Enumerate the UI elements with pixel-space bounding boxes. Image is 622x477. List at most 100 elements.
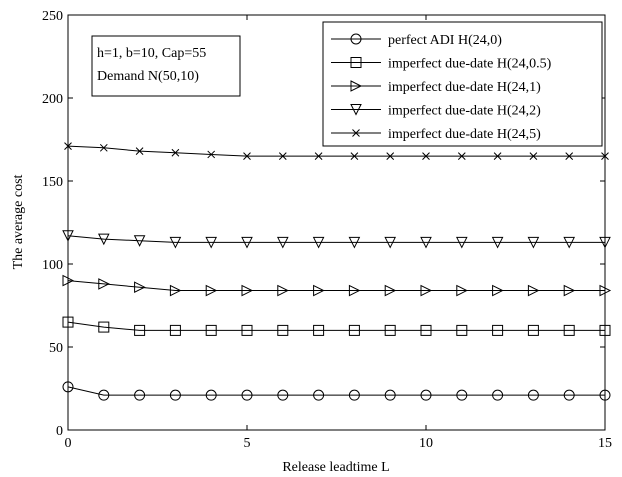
y-tick-label: 0 (56, 424, 63, 439)
data-point (97, 233, 110, 246)
data-point (62, 274, 75, 287)
data-point (350, 152, 359, 160)
data-point (492, 324, 504, 336)
legend-entry: perfect ADI H(24,0) (331, 33, 502, 48)
data-point (527, 389, 539, 401)
data-point (348, 236, 361, 249)
data-point (62, 230, 74, 242)
data-point (420, 236, 432, 249)
data-point (527, 236, 540, 249)
data-point (241, 389, 253, 401)
data-point (386, 152, 395, 160)
data-point (492, 284, 504, 297)
data-point (527, 284, 540, 297)
y-tick-label: 150 (42, 175, 63, 190)
legend-entry: imperfect due-date H(24,1) (331, 80, 541, 95)
data-point (563, 324, 575, 336)
data-point (169, 389, 181, 401)
legend-marker (350, 57, 362, 68)
legend-marker (350, 80, 363, 92)
data-point (312, 236, 325, 249)
data-point (491, 236, 504, 249)
data-point (348, 389, 360, 401)
x-tick-label: 0 (65, 436, 72, 451)
series-4 (62, 230, 611, 249)
x-tick-label: 15 (598, 436, 612, 451)
data-point (205, 236, 218, 249)
data-point (169, 236, 182, 249)
data-point (384, 236, 397, 249)
y-axis-label: The average cost (11, 174, 26, 269)
data-point (62, 381, 74, 393)
legend-entry: imperfect due-date H(24,0.5) (331, 57, 552, 72)
y-tick-label: 250 (42, 9, 63, 24)
data-point (241, 236, 253, 249)
legend-entry: imperfect due-date H(24,5) (331, 127, 541, 142)
data-point (527, 324, 539, 336)
data-point (134, 281, 146, 294)
series-3 (62, 274, 612, 297)
annotation-box: h=1, b=10, Cap=55 Demand N(50,10) (91, 35, 241, 97)
data-point (456, 284, 468, 297)
legend-marker (352, 129, 360, 137)
data-point (64, 142, 72, 150)
data-point (241, 324, 253, 336)
data-point (99, 143, 108, 152)
data-point (207, 150, 216, 159)
x-axis-label: Release leadtime L (282, 460, 389, 475)
data-point (313, 389, 325, 401)
data-point (384, 389, 396, 401)
data-point (276, 236, 289, 249)
data-point (384, 284, 397, 297)
data-point (98, 278, 110, 290)
data-point (205, 284, 218, 297)
data-point (456, 324, 468, 336)
data-point (277, 389, 289, 401)
data-point (420, 389, 432, 401)
data-point (277, 284, 289, 297)
data-point (243, 152, 251, 160)
data-point (455, 236, 468, 249)
data-point (420, 284, 433, 297)
x-tick-label: 5 (244, 436, 251, 451)
data-point (563, 389, 575, 401)
data-point (314, 152, 323, 160)
data-point (241, 284, 254, 297)
data-point (493, 152, 502, 160)
data-point (348, 324, 360, 336)
legend-marker (350, 33, 362, 45)
data-point (529, 152, 538, 160)
data-point (599, 236, 611, 249)
data-point (205, 324, 217, 336)
legend-label: perfect ADI H(24,0) (388, 33, 502, 48)
data-point (565, 152, 574, 160)
series-line (67, 321, 605, 331)
legend-label: imperfect due-date H(24,0.5) (388, 57, 552, 72)
series-line (67, 280, 605, 292)
series-line (67, 386, 605, 396)
data-point (599, 284, 612, 297)
data-point (599, 324, 611, 336)
data-point (134, 389, 146, 401)
series-line (67, 145, 605, 157)
series-2 (62, 316, 611, 336)
series-1 (62, 381, 611, 401)
series-5 (64, 142, 609, 160)
data-point (313, 284, 325, 297)
data-point (348, 284, 361, 297)
y-tick-label: 200 (42, 92, 63, 107)
data-point (563, 284, 576, 297)
data-point (457, 152, 466, 160)
data-point (563, 236, 576, 249)
series-line (67, 235, 605, 243)
data-point (601, 152, 609, 160)
data-point (599, 389, 611, 401)
data-point (422, 152, 430, 160)
legend-label: imperfect due-date H(24,1) (388, 80, 541, 95)
data-point (169, 324, 181, 336)
legend-label: imperfect due-date H(24,5) (388, 127, 541, 142)
data-point (278, 152, 287, 160)
legend-marker (350, 104, 362, 116)
